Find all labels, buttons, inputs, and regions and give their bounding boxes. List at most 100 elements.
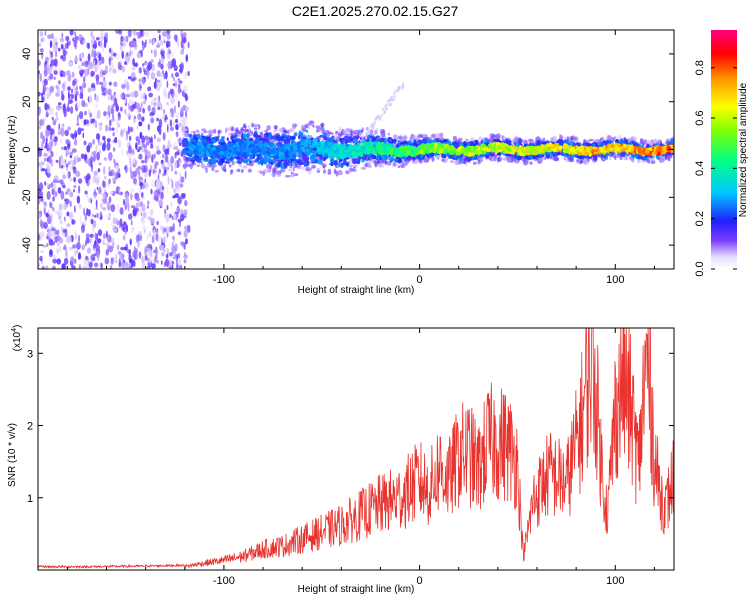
- noise-blob: [159, 48, 165, 52]
- noise-blob: [172, 195, 176, 199]
- signal-blob: [230, 161, 237, 164]
- noise-blob: [88, 142, 93, 149]
- noise-blob: [170, 96, 175, 105]
- noise-blob: [161, 30, 167, 37]
- noise-blob: [141, 225, 147, 231]
- noise-blob: [88, 174, 91, 180]
- signal-blob: [386, 162, 390, 166]
- signal-blob: [242, 165, 248, 169]
- signal-blob: [310, 157, 316, 162]
- noise-blob: [50, 227, 56, 232]
- noise-blob: [146, 232, 149, 241]
- noise-blob: [51, 241, 56, 246]
- noise-blob: [43, 157, 47, 162]
- noise-blob: [150, 49, 153, 54]
- noise-blob: [42, 94, 45, 98]
- noise-blob: [39, 31, 44, 37]
- noise-blob: [126, 132, 128, 141]
- noise-blob: [56, 86, 61, 95]
- noise-blob: [155, 80, 158, 84]
- signal-blob: [337, 170, 343, 176]
- noise-blob: [142, 78, 145, 85]
- noise-blob: [89, 233, 94, 238]
- noise-blob: [70, 256, 75, 263]
- noise-blob: [110, 204, 116, 213]
- noise-blob: [82, 82, 87, 89]
- signal-blob: [234, 134, 238, 138]
- signal-blob: [201, 138, 208, 144]
- signal-blob: [249, 129, 252, 135]
- signal-blob: [275, 163, 278, 168]
- noise-blob: [183, 128, 188, 132]
- noise-blob: [141, 135, 145, 144]
- noise-blob: [148, 257, 152, 264]
- noise-blob: [99, 40, 103, 48]
- signal-blob: [188, 133, 193, 138]
- noise-blob: [109, 62, 115, 72]
- noise-blob: [44, 181, 47, 186]
- noise-blob: [77, 157, 81, 162]
- noise-blob: [180, 49, 184, 55]
- noise-blob: [180, 241, 185, 246]
- signal-blob: [608, 154, 612, 160]
- noise-blob: [116, 220, 121, 226]
- noise-blob: [179, 172, 182, 178]
- noise-blob: [147, 200, 150, 206]
- signal-blob: [454, 155, 457, 158]
- noise-blob: [187, 41, 190, 49]
- signal-blob: [406, 141, 409, 144]
- noise-blob: [133, 170, 137, 178]
- signal-blob: [249, 160, 252, 164]
- noise-blob: [183, 230, 188, 238]
- noise-blob: [103, 139, 106, 148]
- noise-blob: [163, 36, 166, 43]
- noise-blob: [151, 154, 154, 164]
- noise-blob: [183, 242, 186, 250]
- noise-blob: [51, 188, 55, 196]
- signal-blob: [268, 134, 272, 139]
- noise-blob: [164, 70, 168, 80]
- noise-blob: [96, 151, 100, 161]
- signal-blob: [380, 155, 386, 159]
- noise-blob: [60, 55, 64, 60]
- noise-blob: [160, 244, 165, 251]
- noise-blob: [92, 243, 97, 249]
- noise-blob: [100, 202, 103, 209]
- signal-blob: [458, 157, 464, 161]
- noise-blob: [107, 96, 111, 101]
- signal-blob: [222, 166, 226, 172]
- noise-blob: [174, 243, 178, 252]
- noise-blob: [162, 173, 165, 177]
- noise-blob: [144, 155, 148, 164]
- noise-blob: [112, 228, 118, 232]
- signal-blob: [230, 127, 234, 132]
- noise-blob: [61, 54, 67, 62]
- noise-blob: [166, 186, 169, 195]
- signal-blob: [333, 168, 336, 175]
- noise-blob: [72, 166, 76, 170]
- noise-blob: [138, 121, 143, 127]
- noise-blob: [149, 208, 154, 216]
- noise-blob: [103, 200, 108, 205]
- signal-blob: [256, 156, 260, 162]
- noise-blob: [172, 213, 177, 220]
- noise-blob: [120, 92, 124, 100]
- noise-blob: [38, 199, 41, 205]
- signal-blob: [467, 142, 470, 146]
- signal-blob: [453, 138, 457, 142]
- noise-blob: [123, 221, 126, 226]
- signal-blob: [349, 169, 352, 174]
- noise-blob: [85, 233, 90, 240]
- noise-blob: [84, 103, 88, 108]
- noise-blob: [78, 204, 83, 210]
- noise-blob: [80, 53, 84, 59]
- signal-blob: [568, 136, 571, 142]
- noise-blob: [55, 159, 59, 163]
- noise-blob: [135, 197, 141, 202]
- noise-blob: [168, 91, 170, 100]
- signal-blob: [412, 157, 416, 161]
- noise-blob: [48, 229, 53, 238]
- noise-blob: [170, 107, 174, 114]
- noise-blob: [175, 131, 179, 138]
- noise-blob: [117, 113, 121, 121]
